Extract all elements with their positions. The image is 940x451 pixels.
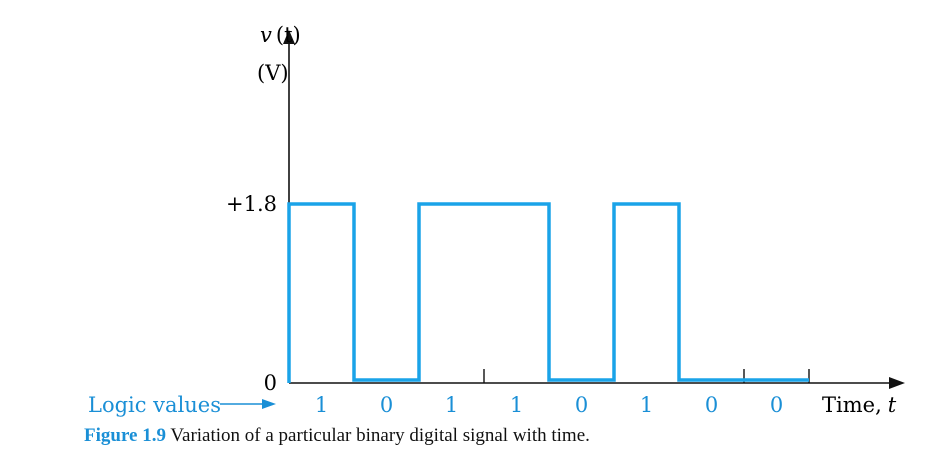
- figure-number: Figure 1.9: [84, 425, 166, 446]
- signal: [287, 202, 809, 383]
- x-axis-label: Time, t: [822, 393, 897, 417]
- logic-value-label: 0: [770, 393, 783, 417]
- y-axis-unit: (V): [257, 61, 289, 85]
- logic-value-label: 0: [705, 393, 718, 417]
- y-axis-var: v: [260, 23, 272, 47]
- labels: +1.8 0 1 0 1 1 0 1 0 0: [226, 192, 783, 417]
- logic-value-label: 0: [575, 393, 588, 417]
- y-axis-label: v (t): [260, 23, 301, 47]
- y-tick-label: 0: [264, 371, 277, 395]
- logic-values-label: Logic values: [88, 393, 221, 417]
- axes: [283, 30, 905, 389]
- y-axis-arg: (t): [276, 23, 301, 47]
- logic-value-label: 1: [510, 393, 523, 417]
- signal-waveform: [287, 202, 809, 383]
- figure-caption: Figure 1.9 Variation of a particular bin…: [84, 425, 590, 447]
- x-axis-text: Time,: [822, 393, 882, 417]
- logic-value-label: 0: [380, 393, 393, 417]
- x-axis-arrowhead: [889, 377, 905, 389]
- logic-value-label: 1: [315, 393, 328, 417]
- y-axis-arrowhead: [283, 30, 295, 44]
- logic-value-label: 1: [640, 393, 653, 417]
- x-axis-var: t: [888, 393, 897, 417]
- y-tick-label: +1.8: [226, 192, 277, 216]
- logic-values-arrow: [220, 399, 276, 409]
- figure-caption-text: Variation of a particular binary digital…: [170, 425, 590, 446]
- logic-value-label: 1: [445, 393, 458, 417]
